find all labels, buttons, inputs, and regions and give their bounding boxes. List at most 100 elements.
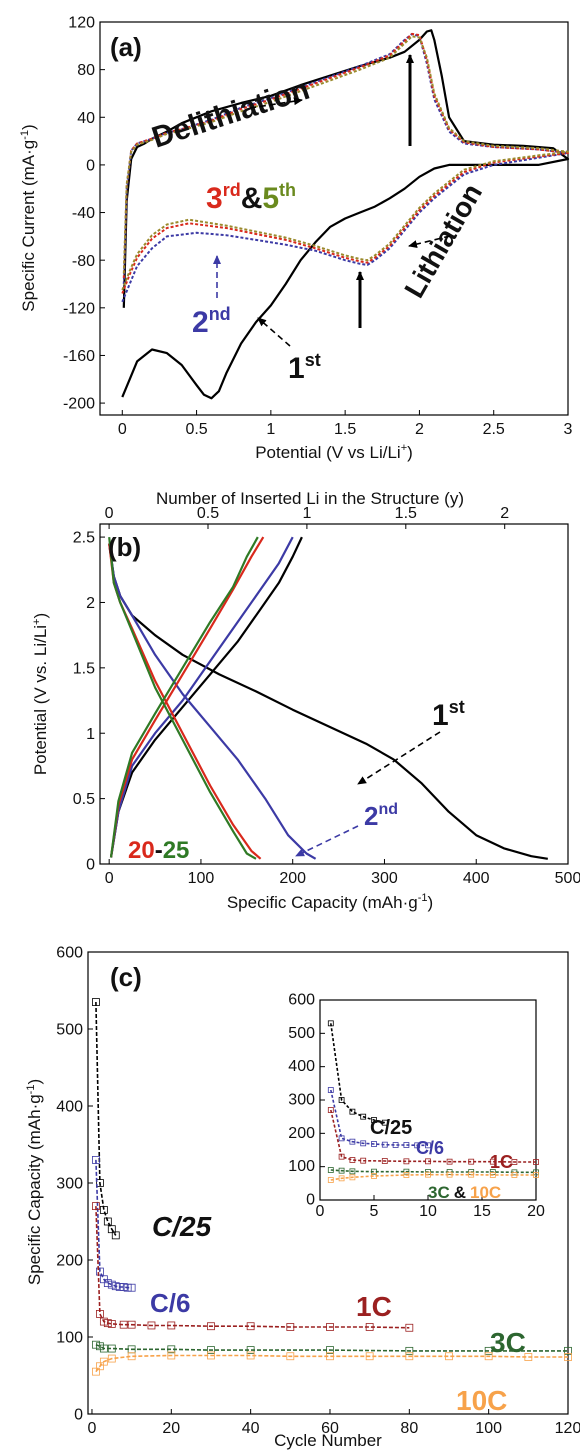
capacity-series-orange-point <box>207 1351 215 1360</box>
arrow-delithiation <box>249 97 303 109</box>
inset-plot-frame <box>319 999 537 1201</box>
capacity-series-black-point <box>103 1217 112 1226</box>
y-tick-label: 2 <box>86 595 95 612</box>
panel-a-plot-frame <box>99 21 569 416</box>
capacity-series-black-point <box>111 1231 120 1240</box>
capacity-series-black-point <box>92 998 100 1006</box>
x-tick-label: 15 <box>473 1203 491 1220</box>
y-tick-label: 0 <box>306 1192 315 1209</box>
capacity-series-darkred-point <box>107 1320 116 1328</box>
x-tick-label: 5 <box>370 1203 379 1220</box>
y-tick-label: 600 <box>56 945 83 962</box>
charge-curve-black <box>108 543 548 860</box>
y-tick-label: -40 <box>72 205 95 222</box>
inset-series-darkred-point <box>468 1158 475 1165</box>
capacity-series-blue-line <box>95 1159 132 1289</box>
capacity-series-darkred-point <box>103 1319 112 1328</box>
annotation-1st: 1st <box>288 350 321 385</box>
charge-curve-black <box>109 536 303 858</box>
annotation-3rd-5th: 3rd&5th <box>206 180 296 215</box>
panel-b-label: (b) <box>108 532 141 562</box>
x-tick-label: 1 <box>266 421 275 438</box>
capacity-series-orange-point <box>99 1357 108 1366</box>
x-tick-label: 3 <box>564 421 573 438</box>
y-tick-label: 500 <box>56 1022 83 1039</box>
panel-c-label: (c) <box>110 962 142 992</box>
inset-series-darkred-point <box>533 1159 539 1165</box>
x-tick-label: 0 <box>316 1203 325 1220</box>
capacity-series-orange-point <box>167 1351 176 1360</box>
y-tick-label: 0 <box>74 1407 83 1424</box>
x-tick-label: 400 <box>463 870 490 887</box>
capacity-series-black-line <box>95 1001 117 1236</box>
annotation-1st-b: 1st <box>432 697 465 732</box>
capacity-series-darkgreen-point <box>326 1346 334 1354</box>
capacity-series-black-point <box>96 1179 104 1187</box>
capacity-series-darkred-point <box>99 1317 108 1326</box>
inset-series-orange-point <box>489 1172 496 1178</box>
capacity-series-blue-point <box>96 1267 104 1276</box>
capacity-series-black-point <box>107 1225 116 1234</box>
inset-series-blue-point <box>338 1135 345 1142</box>
y-tick-label: 400 <box>56 1099 83 1116</box>
panel-c-x-axis-label: Cycle Number <box>274 1431 382 1450</box>
inset-series-blue-point <box>392 1142 399 1148</box>
inset-series-blue-point <box>349 1138 356 1145</box>
inset-series-blue-point <box>381 1141 388 1148</box>
top-x-tick-label: 1 <box>302 505 311 522</box>
capacity-series-darkgreen-point <box>564 1346 572 1355</box>
panel-b-chart: Number of Inserted Li in the Structure (… <box>31 489 580 912</box>
x-tick-label: 100 <box>188 870 215 887</box>
x-tick-label: 500 <box>555 870 580 887</box>
charge-curve-red <box>108 543 262 860</box>
panel-b-x-axis-label: Specific Capacity (mAh·g-1) <box>227 892 433 912</box>
x-tick-label: 120 <box>555 1420 580 1437</box>
x-tick-label: 200 <box>279 870 306 887</box>
arrow-1st-b <box>357 731 441 785</box>
capacity-series-darkgreen-point <box>99 1344 108 1353</box>
capacity-series-darkred-point <box>127 1320 136 1329</box>
capacity-series-orange-point <box>365 1352 374 1361</box>
inset-series-black-point <box>371 1117 377 1123</box>
capacity-series-darkred-point <box>96 1310 104 1318</box>
inset-series-orange-point <box>425 1171 431 1178</box>
capacity-series-darkgreen-point <box>405 1346 414 1355</box>
annotation-1c: 1C <box>356 1291 392 1322</box>
capacity-series-darkred-point <box>92 1202 100 1210</box>
inset-series-blue-point <box>360 1140 367 1147</box>
x-tick-label: 2 <box>415 421 424 438</box>
annotation-20-25: 20-25 <box>128 837 189 864</box>
annotation-delithiation: Delithiation <box>148 73 314 155</box>
inset-series-orange-point <box>327 1177 334 1183</box>
y-tick-label: 0.5 <box>73 791 95 808</box>
inset-series-darkred-point <box>511 1159 518 1165</box>
y-tick-label: -160 <box>63 348 95 365</box>
capacity-series-darkred-point <box>167 1321 176 1330</box>
y-tick-label: 0 <box>86 158 95 175</box>
panel-b-plot-frame <box>99 523 569 865</box>
y-tick-label: 100 <box>288 1158 315 1175</box>
charge-curve-blue <box>109 536 294 858</box>
inset-annotation-c6: C/6 <box>416 1138 444 1158</box>
inset-series-darkred-point <box>425 1158 431 1165</box>
inset-series-orange-point <box>349 1174 356 1181</box>
inset-series-darkred-point <box>327 1107 334 1113</box>
annotation-lithiation: Lithiation <box>398 178 488 303</box>
capacity-series-darkred-point <box>365 1323 374 1331</box>
y-tick-label: 200 <box>56 1253 83 1270</box>
inset-series-black-point <box>338 1097 345 1103</box>
x-tick-label: 300 <box>371 870 398 887</box>
inset-series-orange-point <box>533 1172 539 1178</box>
annotation-10c: 10C <box>456 1385 507 1416</box>
inset-series-darkred-point <box>403 1158 410 1165</box>
inset-series-darkgreen-point <box>338 1167 345 1174</box>
inset-series-blue-point <box>403 1142 410 1148</box>
capacity-series-orange-point <box>107 1354 116 1363</box>
capacity-series-orange-point <box>484 1352 493 1361</box>
inset-series-darkgreen-point <box>327 1167 334 1173</box>
inset-series-blue-point <box>414 1142 421 1149</box>
annotation-c6: C/6 <box>150 1288 190 1318</box>
